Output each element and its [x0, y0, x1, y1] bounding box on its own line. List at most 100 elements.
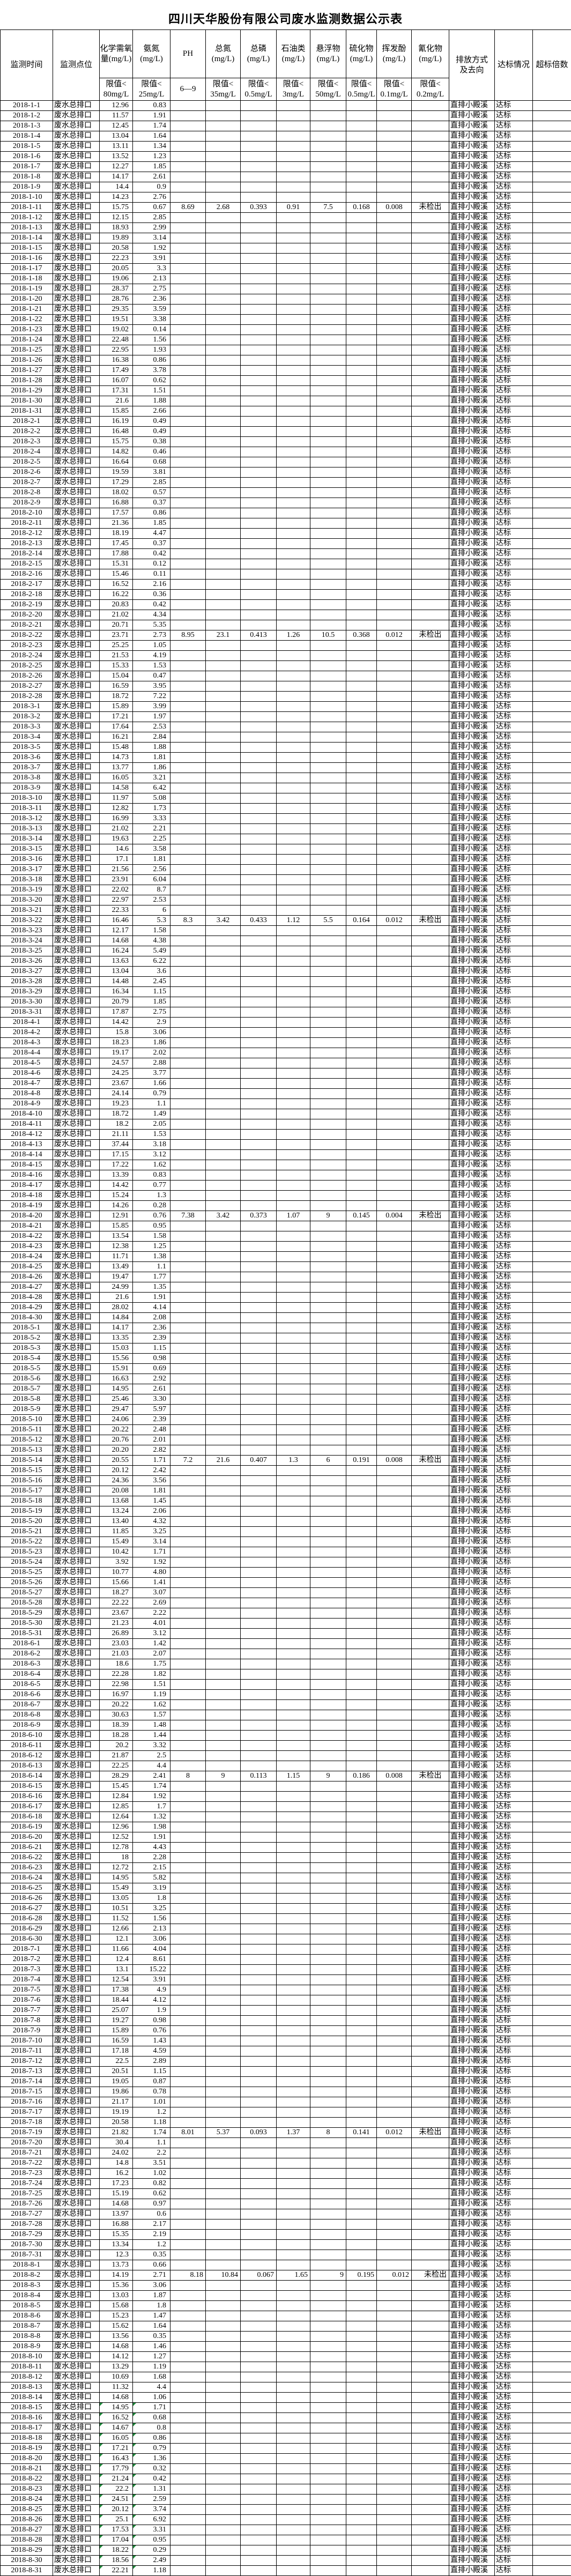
cell-oil	[277, 2077, 310, 2087]
cell-tn	[206, 111, 241, 121]
cell-discharge: 直排小殿溪	[449, 1720, 495, 1731]
cell-discharge: 直排小殿溪	[449, 192, 495, 203]
cell-date: 2018-3-17	[1, 865, 53, 875]
cell-nh3: 0.35	[133, 2250, 170, 2260]
cell-sulfide	[346, 1293, 377, 1303]
cell-cod: 18.23	[100, 1038, 133, 1048]
cell-cyanide	[412, 182, 449, 192]
cell-nh3: 0.6	[133, 2209, 170, 2219]
cell-discharge: 直排小殿溪	[449, 2118, 495, 2128]
cell-cod: 28.02	[100, 1303, 133, 1313]
cell-compliance: 达标	[495, 1883, 533, 1894]
cell-compliance: 达标	[495, 1191, 533, 1201]
cell-exceed	[533, 2433, 571, 2444]
cell-exceed	[533, 305, 571, 315]
cell-sulfide	[346, 2179, 377, 2189]
cell-compliance: 达标	[495, 2006, 533, 2016]
cell-ph	[170, 142, 206, 152]
cell-tp	[241, 1425, 277, 1435]
cell-date: 2018-7-22	[1, 2158, 53, 2169]
cell-tn	[206, 2067, 241, 2077]
cell-point: 废水总排口	[53, 1109, 100, 1119]
cell-tp	[241, 1822, 277, 1832]
cell-phenol	[377, 233, 412, 243]
cell-cod: 14.26	[100, 1201, 133, 1211]
cell-cyanide	[412, 223, 449, 233]
cell-cyanide	[412, 1588, 449, 1598]
cell-tn	[206, 2291, 241, 2301]
cell-exceed	[533, 1710, 571, 1720]
cell-ss	[310, 508, 346, 518]
cell-exceed	[533, 203, 571, 213]
cell-date: 2018-3-8	[1, 773, 53, 783]
cell-ph	[170, 508, 206, 518]
cell-compliance: 达标	[495, 1751, 533, 1761]
cell-date: 2018-5-22	[1, 1537, 53, 1547]
cell-tn	[206, 743, 241, 753]
cell-sulfide	[346, 1486, 377, 1496]
cell-cod: 18.72	[100, 1109, 133, 1119]
cell-cod: 26.89	[100, 1629, 133, 1639]
cell-tn	[206, 1068, 241, 1079]
cell-date: 2018-7-10	[1, 2036, 53, 2046]
cell-exceed	[533, 1506, 571, 1517]
cell-exceed	[533, 1751, 571, 1761]
cell-oil	[277, 1313, 310, 1323]
cell-compliance: 达标	[495, 1181, 533, 1191]
cell-cyanide	[412, 2525, 449, 2535]
cell-ss	[310, 1018, 346, 1028]
cell-point: 废水总排口	[53, 967, 100, 977]
cell-oil	[277, 2525, 310, 2535]
cell-cyanide	[412, 2046, 449, 2057]
cell-ph	[170, 1985, 206, 1995]
cell-nh3: 6.22	[133, 956, 170, 967]
cell-phenol	[377, 1140, 412, 1150]
cell-oil	[277, 1109, 310, 1119]
cell-compliance: 达标	[495, 325, 533, 335]
cell-sulfide: 0.368	[346, 630, 377, 641]
cell-ph	[170, 814, 206, 824]
cell-ss	[310, 2495, 346, 2505]
cell-cod: 14.67	[100, 2423, 133, 2433]
cell-compliance: 达标	[495, 2158, 533, 2169]
cell-ph	[170, 773, 206, 783]
cell-nh3: 1.49	[133, 1109, 170, 1119]
cell-cod: 24.02	[100, 2148, 133, 2158]
cell-exceed	[533, 1476, 571, 1486]
cell-ph: 8.69	[170, 203, 206, 213]
cell-phenol	[377, 1252, 412, 1262]
cell-compliance: 达标	[495, 1282, 533, 1293]
cell-ph	[170, 2382, 206, 2393]
cell-nh3: 2.73	[133, 630, 170, 641]
cell-compliance: 达标	[495, 1405, 533, 1415]
cell-cyanide	[412, 997, 449, 1007]
cell-tp	[241, 2026, 277, 2036]
cell-date: 2018-3-23	[1, 926, 53, 936]
cell-tn	[206, 1741, 241, 1751]
cell-ss	[310, 2311, 346, 2321]
cell-exceed	[533, 1160, 571, 1170]
cell-nh3: 1.05	[133, 641, 170, 651]
cell-tn	[206, 722, 241, 732]
cell-ss	[310, 875, 346, 885]
cell-compliance: 达标	[495, 1262, 533, 1272]
cell-discharge: 直排小殿溪	[449, 182, 495, 192]
cell-phenol: 0.012	[377, 916, 412, 926]
cell-tn	[206, 417, 241, 427]
cell-compliance: 达标	[495, 2484, 533, 2495]
cell-cod: 14.6	[100, 844, 133, 855]
cell-exceed	[533, 1201, 571, 1211]
cell-date: 2018-3-30	[1, 997, 53, 1007]
cell-oil	[277, 783, 310, 793]
cell-cod: 23.91	[100, 875, 133, 885]
cell-tn	[206, 1435, 241, 1445]
cell-discharge: 直排小殿溪	[449, 936, 495, 946]
cell-phenol	[377, 1231, 412, 1242]
cell-cyanide	[412, 2382, 449, 2393]
